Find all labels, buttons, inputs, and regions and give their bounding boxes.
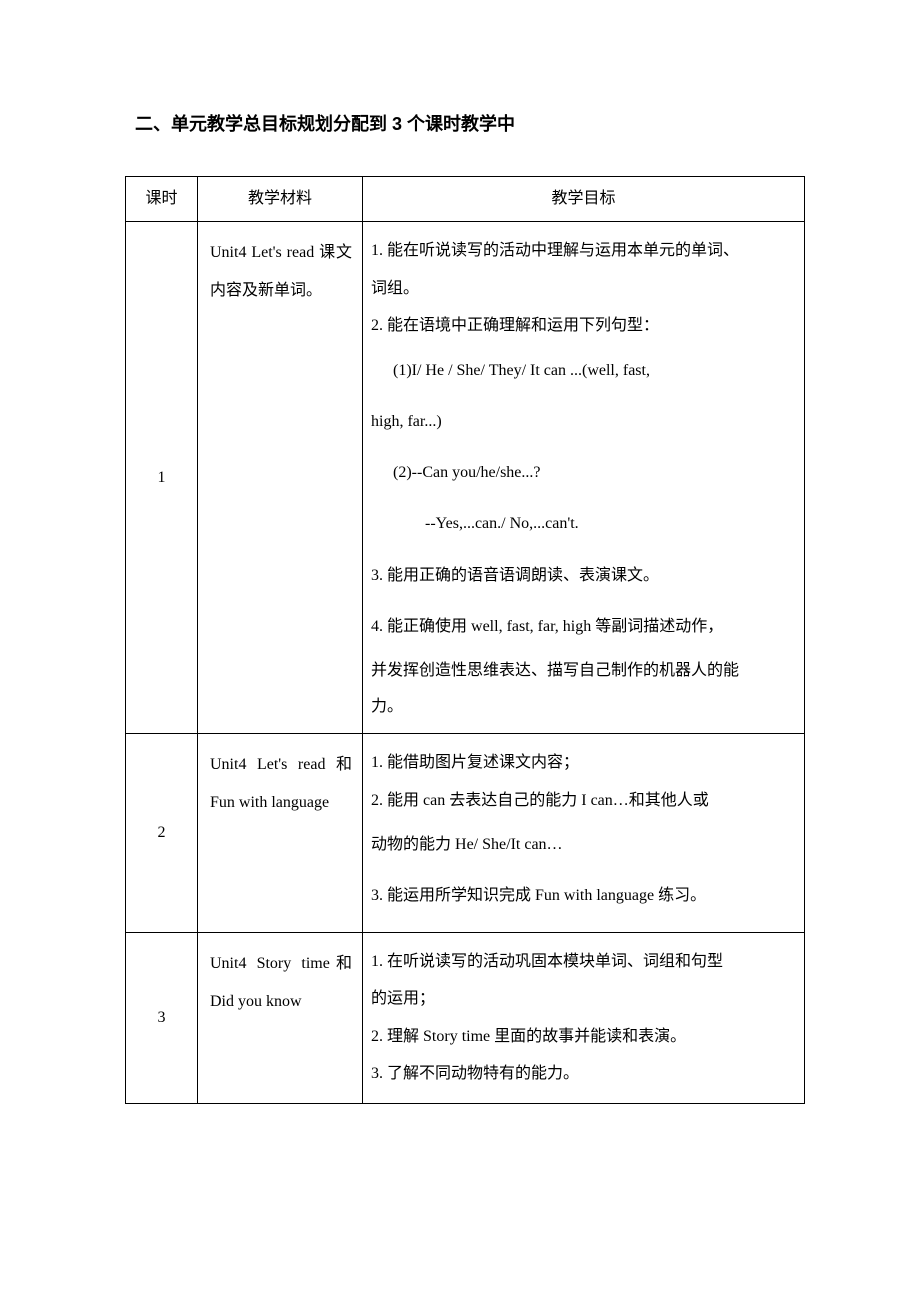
material-text-cn: 和 <box>336 756 352 773</box>
goal-text-cn: …和其他人或 <box>613 792 709 809</box>
goal-line: 2. 能用 can 去表达自己的能力 I can…和其他人或 <box>371 782 796 820</box>
table-body: 1Unit4 Let's read 课文内容及新单词。1. 能在听说读写的活动中… <box>126 222 805 1104</box>
goal-text-cn: 3. 能运用所学知识完成 <box>371 887 535 904</box>
goal-line: high, far...) <box>371 396 796 447</box>
goal-line: (1)I/ He / She/ They/ It can ...(well, f… <box>371 345 796 396</box>
goal-line: 力。 <box>371 690 796 724</box>
goal-line: 3. 能用正确的语音语调朗读、表演课文。 <box>371 550 796 601</box>
goal-line: 1. 在听说读写的活动巩固本模块单词、词组和句型 <box>371 943 796 981</box>
table-row: 2Unit4 Let's read 和 Fun with language1. … <box>126 734 805 933</box>
cell-lesson: 1 <box>126 222 198 734</box>
goal-text-cn: 练习。 <box>654 887 706 904</box>
goal-text-cn: 4. 能正确使用 <box>371 618 471 635</box>
material-text-en: Did you know <box>210 993 302 1010</box>
goal-line: 词组。 <box>371 270 796 308</box>
goal-line: 并发挥创造性思维表达、描写自己制作的机器人的能 <box>371 652 796 690</box>
goal-line: 1. 能借助图片复述课文内容； <box>371 744 796 782</box>
goal-text-cn: 里面的故事并能读和表演。 <box>490 1028 686 1045</box>
material-text-en: Unit4 Let's read <box>210 756 336 773</box>
material-text-en: Fun with language <box>210 794 329 811</box>
goal-text-en: well, fast, far, high <box>471 618 591 635</box>
goal-line: 3. 了解不同动物特有的能力。 <box>371 1055 796 1093</box>
goal-line: 1. 能在听说读写的活动中理解与运用本单元的单词、 <box>371 232 796 270</box>
material-text-en: Unit4 Let's read <box>210 244 319 261</box>
cell-material: Unit4 Let's read 和 Fun with language <box>198 734 363 933</box>
goal-text-cn: 去表达自己的能力 <box>445 792 581 809</box>
goal-text-cn: 2. 能用 <box>371 792 423 809</box>
goal-line: --Yes,...can./ No,...can't. <box>371 498 796 549</box>
cell-lesson: 3 <box>126 932 198 1103</box>
col-header-lesson: 课时 <box>126 177 198 222</box>
goal-text-en: can <box>423 792 445 809</box>
goal-text-en: He/ She/It can <box>455 836 547 853</box>
goal-text-cn: 2. 理解 <box>371 1028 423 1045</box>
goal-text-cn: … <box>547 836 563 853</box>
goal-text-cn: 动物的能力 <box>371 836 455 853</box>
section-heading: 二、单元教学总目标规划分配到 3 个课时教学中 <box>125 110 805 136</box>
lesson-plan-table: 课时 教学材料 教学目标 1Unit4 Let's read 课文内容及新单词。… <box>125 176 805 1104</box>
goal-line: (2)--Can you/he/she...? <box>371 447 796 498</box>
cell-goals: 1. 能借助图片复述课文内容；2. 能用 can 去表达自己的能力 I can…… <box>363 734 805 933</box>
goal-line: 动物的能力 He/ She/It can… <box>371 819 796 870</box>
table-header-row: 课时 教学材料 教学目标 <box>126 177 805 222</box>
goal-line: 2. 理解 Story time 里面的故事并能读和表演。 <box>371 1018 796 1056</box>
cell-goals: 1. 在听说读写的活动巩固本模块单词、词组和句型的运用；2. 理解 Story … <box>363 932 805 1103</box>
col-header-goals: 教学目标 <box>363 177 805 222</box>
material-text-en: Unit4 Story time <box>210 955 330 972</box>
cell-lesson: 2 <box>126 734 198 933</box>
table-row: 1Unit4 Let's read 课文内容及新单词。1. 能在听说读写的活动中… <box>126 222 805 734</box>
document-page: 二、单元教学总目标规划分配到 3 个课时教学中 课时 教学材料 教学目标 1Un… <box>0 0 920 1302</box>
goal-text-en: Story time <box>423 1028 490 1045</box>
goal-text-cn: 等副词描述动作， <box>591 618 723 635</box>
material-text-cn: 和 <box>330 955 352 972</box>
goal-line: 2. 能在语境中正确理解和运用下列句型： <box>371 307 796 345</box>
goal-text-en: Fun with language <box>535 887 654 904</box>
col-header-material: 教学材料 <box>198 177 363 222</box>
goal-line: 的运用； <box>371 980 796 1018</box>
cell-material: Unit4 Let's read 课文内容及新单词。 <box>198 222 363 734</box>
cell-goals: 1. 能在听说读写的活动中理解与运用本单元的单词、词组。2. 能在语境中正确理解… <box>363 222 805 734</box>
cell-material: Unit4 Story time和 Did you know <box>198 932 363 1103</box>
goal-line: 4. 能正确使用 well, fast, far, high 等副词描述动作， <box>371 601 796 652</box>
goal-text-en: I can <box>581 792 613 809</box>
table-row: 3Unit4 Story time和 Did you know1. 在听说读写的… <box>126 932 805 1103</box>
goal-line: 3. 能运用所学知识完成 Fun with language 练习。 <box>371 870 796 921</box>
